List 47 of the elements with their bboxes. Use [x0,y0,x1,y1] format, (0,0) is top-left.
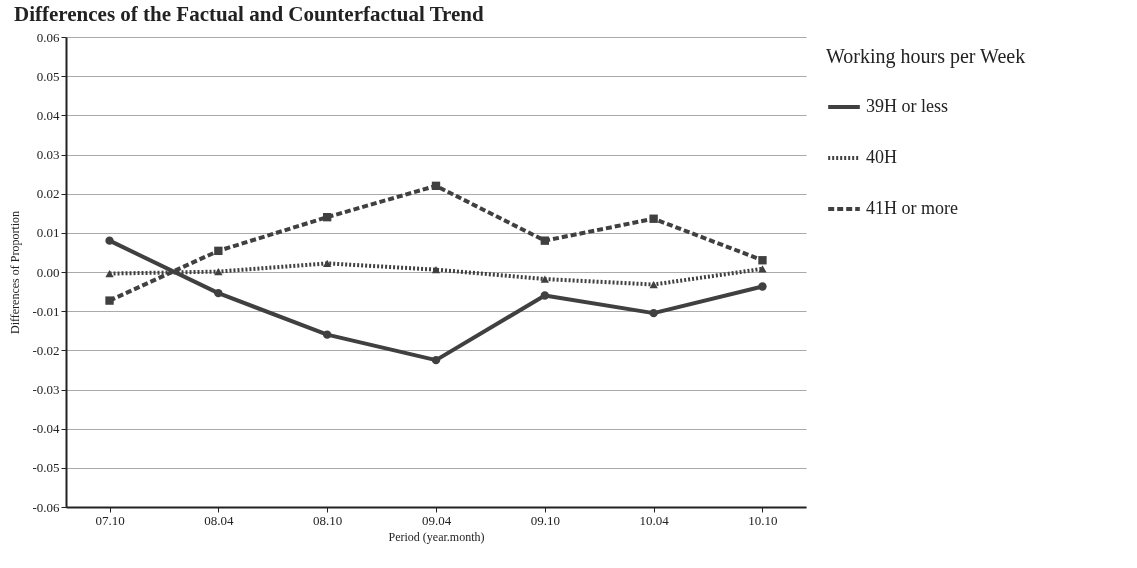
point [105,296,114,305]
point [540,275,550,283]
legend-label: 39H or less [866,96,948,116]
point [214,288,223,298]
y-tick-label: 0.06 [36,29,60,45]
point [649,280,658,289]
y-tick-label: -0.05 [32,460,60,476]
legend-label: 40H [866,147,897,167]
x-tick-label: 08.10 [313,512,343,528]
point [322,259,332,268]
point [322,330,332,339]
legend-title: Working hours per Week [826,45,1026,68]
y-tick-label: -0.04 [32,421,60,437]
x-tick-label: 09.10 [530,512,560,528]
x-tick-label: 10.04 [639,512,670,528]
point [540,291,550,300]
chart-title: Differences of the Factual and Counterfactual Trend [14,2,485,26]
y-axis-title: Differences of Proportion [8,210,23,335]
point [758,282,767,291]
y-tick-label: 0.00 [36,264,60,280]
legend-label: 41H or more [866,198,958,218]
y-tick-label: -0.01 [32,303,60,319]
x-tick-label: 08.04 [204,512,234,528]
point [105,269,114,278]
point [431,266,441,274]
y-tick-label: -0.02 [32,342,60,358]
y-tick-label: 0.05 [36,68,60,84]
y-tick-label: -0.03 [32,382,60,397]
point [649,308,658,318]
point [540,236,550,245]
x-tick-label: 07.10 [95,512,125,528]
point [431,181,441,191]
point [105,236,114,245]
y-tick-label: 0.01 [36,225,60,241]
point [214,267,223,276]
point [649,214,658,223]
point [758,256,767,265]
point [322,212,332,222]
y-tick-label: 0.04 [36,107,60,123]
y-tick-label: 0.03 [36,147,60,162]
y-tick-label: 0.02 [36,186,60,202]
x-tick-label: 09.04 [421,512,452,528]
x-tick-label: 10.10 [748,512,778,528]
point [214,246,223,256]
y-tick-label: -0.06 [32,499,60,515]
point [431,355,441,365]
x-axis-title: Period (year.month) [388,529,485,544]
